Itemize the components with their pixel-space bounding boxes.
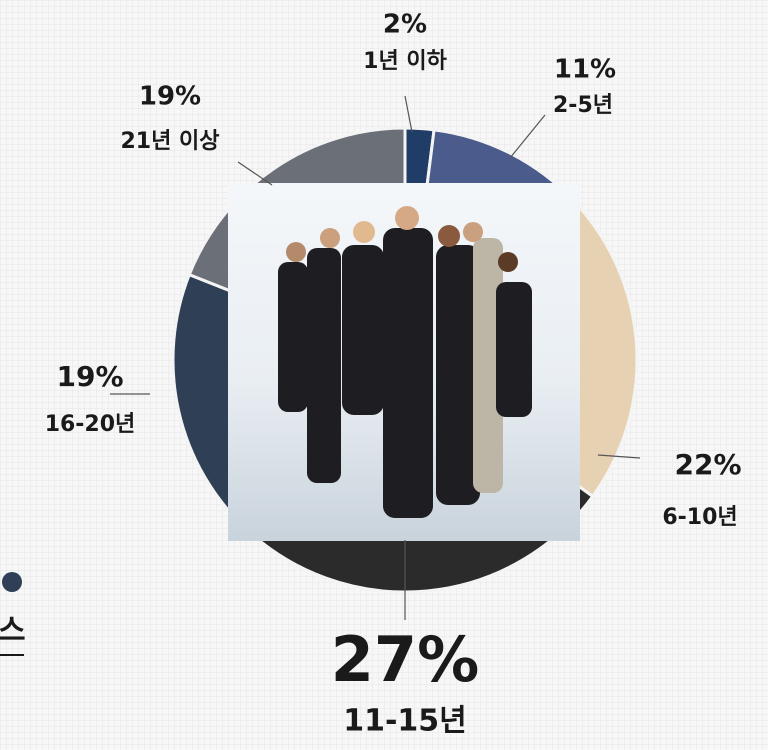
photo — [228, 183, 580, 541]
category-label: 11-15년 — [343, 704, 467, 739]
value-label: 19% — [139, 82, 201, 112]
category-label: 21년 이상 — [121, 129, 220, 154]
category-label: 16-20년 — [45, 412, 136, 437]
leader-line — [509, 114, 546, 159]
category-label: 1년 이하 — [363, 49, 447, 74]
value-label: 2% — [383, 10, 427, 40]
value-label: 22% — [674, 448, 741, 481]
category-label: 6-10년 — [662, 505, 737, 530]
bullet — [2, 572, 22, 592]
value-label: 11% — [554, 55, 616, 85]
value-label: 19% — [56, 360, 123, 393]
leader-line — [237, 161, 273, 186]
category-label: 2-5년 — [553, 93, 613, 118]
leader-line — [404, 95, 413, 133]
leader-line — [597, 454, 641, 459]
fragment-text: 스 — [0, 614, 26, 649]
value-label: 27% — [331, 623, 479, 696]
